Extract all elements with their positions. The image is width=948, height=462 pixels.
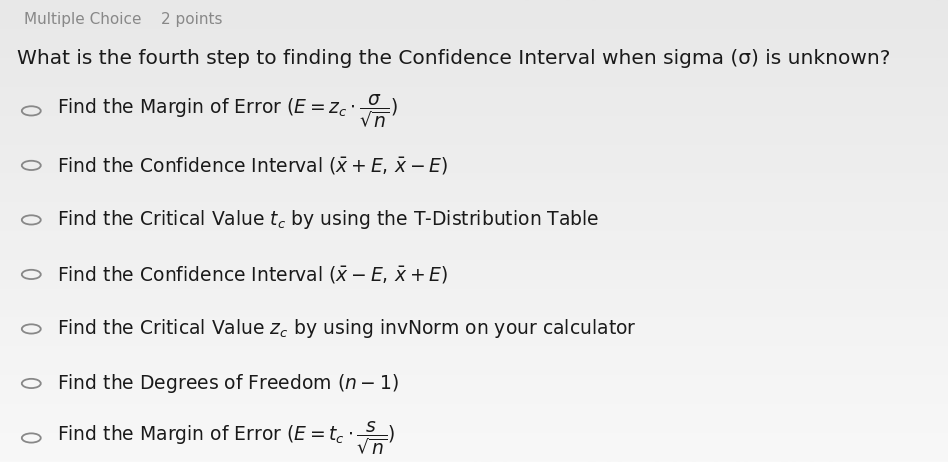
Text: Find the Margin of Error ($E = z_c \cdot \dfrac{\sigma}{\sqrt{n}}$): Find the Margin of Error ($E = z_c \cdot… xyxy=(57,92,398,130)
Text: Multiple Choice    2 points: Multiple Choice 2 points xyxy=(24,12,222,26)
Text: Find the Degrees of Freedom ($n - 1$): Find the Degrees of Freedom ($n - 1$) xyxy=(57,372,399,395)
Text: Find the Confidence Interval ($\bar{x} - E,\, \bar{x} + E$): Find the Confidence Interval ($\bar{x} -… xyxy=(57,264,448,285)
Text: Find the Critical Value $t_c$ by using the T-Distribution Table: Find the Critical Value $t_c$ by using t… xyxy=(57,208,599,231)
Text: Find the Critical Value $z_c$ by using invNorm on your calculator: Find the Critical Value $z_c$ by using i… xyxy=(57,317,636,340)
Text: What is the fourth step to finding the Confidence Interval when sigma (σ) is unk: What is the fourth step to finding the C… xyxy=(17,49,890,67)
Text: Find the Margin of Error ($E = t_c \cdot \dfrac{s}{\sqrt{n}}$): Find the Margin of Error ($E = t_c \cdot… xyxy=(57,419,395,457)
Text: Find the Confidence Interval ($\bar{x} + E,\, \bar{x} - E$): Find the Confidence Interval ($\bar{x} +… xyxy=(57,155,448,176)
